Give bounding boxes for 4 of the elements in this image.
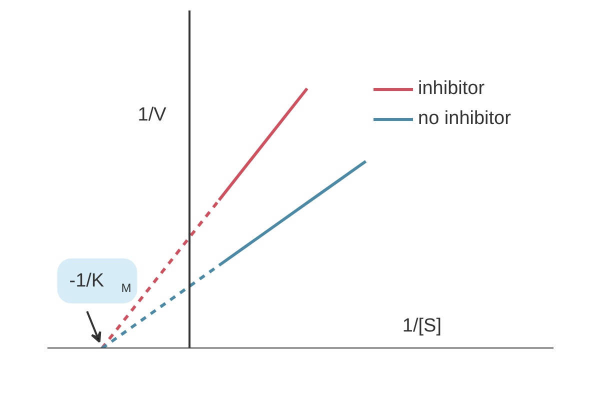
legend-label: inhibitor <box>418 78 485 100</box>
y-axis-title: 1/V <box>138 104 167 126</box>
legend-label: no inhibitor <box>418 108 511 130</box>
x-axis-title: 1/[S] <box>402 316 442 336</box>
